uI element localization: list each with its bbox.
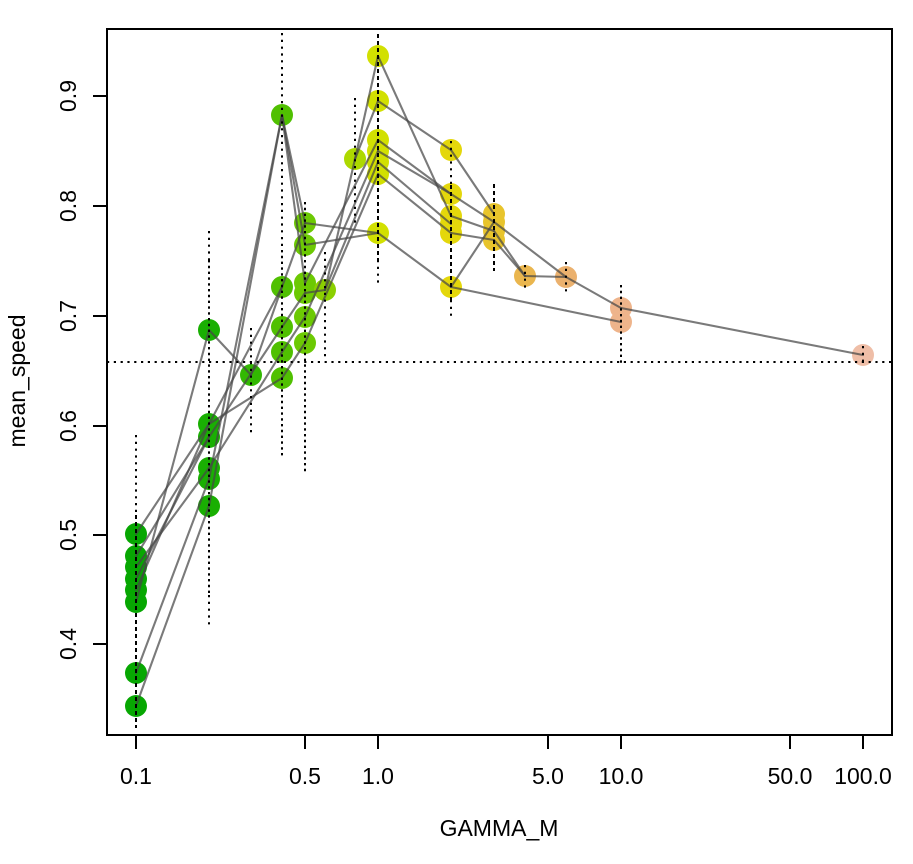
svg-text:0.8: 0.8 xyxy=(55,190,81,222)
svg-text:0.9: 0.9 xyxy=(55,80,81,112)
svg-text:10.0: 10.0 xyxy=(599,763,644,789)
svg-text:0.5: 0.5 xyxy=(289,763,321,789)
svg-text:GAMMA_M: GAMMA_M xyxy=(440,815,559,841)
svg-text:50.0: 50.0 xyxy=(768,763,813,789)
svg-text:1.0: 1.0 xyxy=(362,763,394,789)
svg-text:0.1: 0.1 xyxy=(120,763,152,789)
svg-text:0.7: 0.7 xyxy=(55,300,81,332)
svg-text:0.6: 0.6 xyxy=(55,410,81,442)
svg-text:0.5: 0.5 xyxy=(55,519,81,551)
svg-text:100.0: 100.0 xyxy=(834,763,892,789)
svg-text:0.4: 0.4 xyxy=(55,628,81,660)
svg-text:mean_speed: mean_speed xyxy=(4,315,30,448)
svg-text:5.0: 5.0 xyxy=(532,763,564,789)
